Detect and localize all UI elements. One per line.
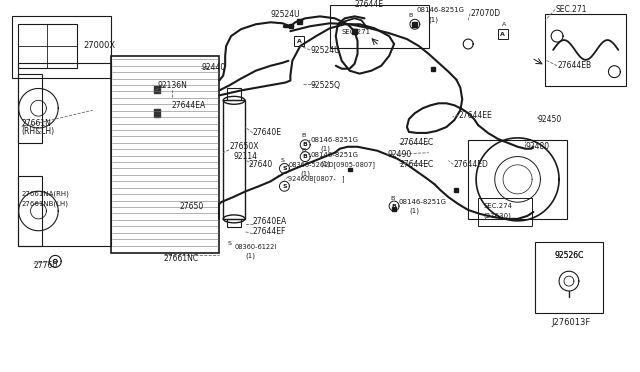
Text: A: A [500,32,505,36]
Text: B: B [303,142,308,147]
Text: B: B [303,154,308,159]
Text: 27070D: 27070D [470,9,500,18]
Text: (1): (1) [409,208,419,214]
Text: 08146-8251G: 08146-8251G [398,199,446,205]
Text: 27661N: 27661N [22,119,52,128]
Text: 27661NA(RH): 27661NA(RH) [22,191,70,198]
Bar [348,167,351,171]
Text: S: S [280,158,284,163]
Text: 27760: 27760 [33,261,58,270]
Text: B: B [390,196,394,201]
Text: 27000X: 27000X [83,42,115,51]
Text: 08146-8251G: 08146-8251G [310,152,358,158]
Bar [352,29,357,33]
Bar [227,89,241,100]
Text: 27644EF: 27644EF [253,227,286,236]
Text: (1): (1) [320,145,330,152]
Text: 92460B[0807-   ]: 92460B[0807- ] [289,175,345,182]
Text: 27644EA: 27644EA [172,101,206,110]
Text: B: B [409,13,413,18]
Text: (RH&LH): (RH&LH) [22,128,55,137]
Bar [223,100,245,219]
Bar [392,207,396,211]
Text: 08146-8251G: 08146-8251G [310,137,358,143]
Text: 92114: 92114 [233,152,257,161]
Bar [18,63,111,246]
Text: 92450: 92450 [538,115,561,124]
Bar [498,29,508,39]
Text: 27640EA: 27640EA [253,217,287,226]
Text: 27640: 27640 [249,160,273,169]
Text: (1): (1) [320,160,330,167]
Bar [154,86,160,93]
Text: 27644E: 27644E [355,0,383,9]
Text: 92526C: 92526C [554,251,584,260]
Text: 92524U: 92524U [310,46,340,55]
Bar [412,22,417,27]
Bar [545,15,627,86]
Text: 92490: 92490 [387,150,412,159]
Bar [154,109,160,117]
Text: 27661NB(LH): 27661NB(LH) [22,201,68,207]
Bar [294,36,304,46]
Bar [454,188,458,192]
Text: B: B [392,203,397,209]
Text: 92136N: 92136N [158,81,188,90]
Text: 08360-6122I: 08360-6122I [235,244,277,250]
Text: SEC.271: SEC.271 [342,29,371,35]
Text: S: S [282,166,287,171]
Text: 27661NC: 27661NC [164,254,199,263]
Bar [289,24,293,28]
Bar [18,24,77,68]
Text: SEC.274: SEC.274 [483,203,512,209]
Text: B: B [301,148,305,153]
Text: B: B [412,22,417,27]
Bar [227,219,241,227]
Text: A: A [502,22,506,27]
Text: 92480: 92480 [525,142,550,151]
Text: 27650: 27650 [180,202,204,211]
Text: SEC.271: SEC.271 [555,5,587,14]
Text: 27644EC: 27644EC [399,138,433,147]
Text: (1): (1) [300,170,310,177]
Bar [431,67,435,71]
Text: 92440: 92440 [202,63,226,72]
Text: 08146-8251G: 08146-8251G [417,7,465,13]
Text: (1): (1) [429,16,438,23]
Bar [12,16,111,78]
Text: S: S [227,241,231,246]
Text: A: A [297,39,301,44]
Bar [297,19,301,24]
Bar [353,29,356,33]
Bar [478,198,532,226]
Bar [111,56,220,253]
Text: 27644ED: 27644ED [453,160,488,169]
Text: 27650X: 27650X [229,142,259,151]
Text: 27644EB: 27644EB [557,61,591,70]
Text: B: B [301,134,305,138]
Text: S: S [282,184,287,189]
Text: J276013F: J276013F [551,318,591,327]
Text: 92524U: 92524U [271,10,300,19]
Text: 92525Q: 92525Q [310,81,340,90]
Text: 27644EC: 27644EC [399,160,433,169]
Text: 08360-5202D[0905-0807]: 08360-5202D[0905-0807] [289,161,376,168]
Text: 27644EE: 27644EE [458,110,492,120]
Text: (27630): (27630) [483,213,511,219]
Text: 92526C: 92526C [554,251,584,260]
Text: 27640E: 27640E [253,128,282,137]
Bar [536,241,602,313]
Text: (1): (1) [245,252,255,259]
Bar [468,140,567,219]
Bar [330,4,429,48]
